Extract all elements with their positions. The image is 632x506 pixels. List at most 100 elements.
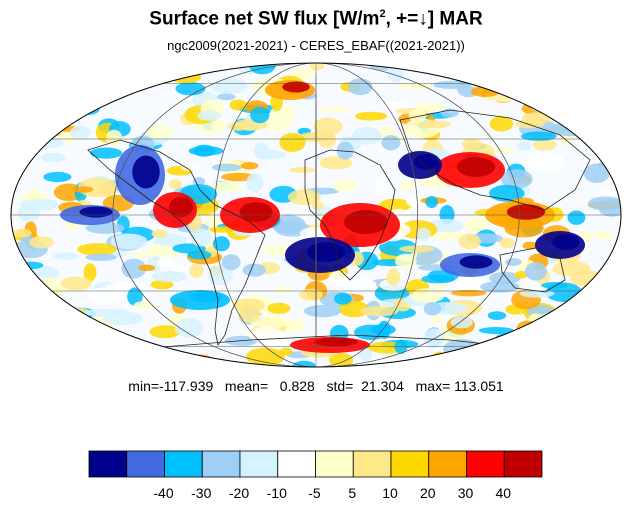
field-patch (85, 222, 125, 234)
coast-americas (87, 139, 266, 346)
field-patch (430, 315, 444, 324)
title-superscript: 2 (379, 8, 386, 20)
field-patch (480, 281, 520, 293)
mollweide-map (10, 62, 622, 368)
colorbar-swatch (164, 450, 203, 478)
field-patch (240, 162, 259, 170)
field-patch (386, 268, 401, 286)
field-patch (425, 196, 439, 209)
field-patch (121, 258, 147, 279)
map-subtitle: ngc2009(2021-2021) - CERES_EBAF((2021-20… (167, 38, 465, 53)
field-patch (209, 226, 234, 233)
field-patch (212, 236, 230, 252)
field-patch (146, 125, 174, 140)
field-patch (90, 147, 123, 159)
field-patch (332, 178, 357, 193)
field-patch (188, 146, 224, 156)
colorbar-tick-label: -20 (229, 485, 249, 501)
field-patch (174, 318, 203, 338)
field-patch (400, 180, 414, 191)
field-patch (168, 179, 182, 190)
field-patch (242, 263, 266, 277)
field-patch (450, 289, 487, 297)
field-patch (421, 274, 456, 284)
field-patch (314, 337, 358, 347)
colorbar-swatch (390, 450, 430, 478)
field-patch (168, 197, 194, 217)
field-patch (489, 116, 514, 132)
field-patch (19, 198, 59, 211)
field-patch (458, 233, 481, 250)
longitude-line (214, 63, 418, 367)
field-patch (505, 258, 522, 266)
field-patch (415, 103, 446, 112)
field-patch (12, 228, 32, 238)
map-title: Surface net SW flux [W/m2, +=↓] MAR (0, 8, 632, 30)
field-patch (189, 291, 223, 303)
coast-asia (399, 109, 591, 211)
field-patch (459, 255, 493, 269)
field-patch (413, 154, 439, 170)
field-patch (328, 352, 354, 367)
colorbar-swatch (503, 450, 543, 478)
field-patch (83, 263, 97, 282)
field-patch (360, 305, 399, 317)
field-patch (250, 314, 289, 329)
colorbar-swatch (315, 450, 354, 478)
field-patch (520, 131, 557, 141)
field-patch (172, 264, 185, 273)
field-patch (291, 66, 316, 80)
field-patch (133, 301, 156, 310)
field-patch (279, 132, 306, 153)
field-patch (151, 229, 168, 238)
field-patch (311, 201, 324, 210)
colorbar-swatch (466, 450, 505, 478)
field-patch (375, 176, 388, 196)
field-patch (317, 131, 337, 148)
field-patch (472, 276, 487, 286)
field-patch (138, 264, 156, 272)
field-patch (423, 302, 442, 316)
colorbar-swatch (201, 450, 241, 478)
field-patch (40, 152, 66, 163)
colorbar-tick-label: -30 (191, 485, 211, 501)
colorbar-tick-label: -10 (267, 485, 287, 501)
field-patch (189, 263, 204, 278)
field-patch (197, 110, 221, 121)
field-patch (192, 176, 205, 186)
field-patch (43, 171, 72, 183)
colorbar-tick-label: -40 (153, 485, 173, 501)
field-patch (239, 202, 273, 222)
field-patch (344, 209, 388, 235)
coast-australia (499, 247, 566, 293)
field-patch (245, 347, 285, 366)
field-patch (499, 237, 515, 249)
statistics-line: min=-117.939 mean= 0.828 std= 21.304 max… (128, 378, 504, 394)
field-patch (282, 81, 310, 93)
field-patch (587, 196, 621, 211)
field-patch (157, 258, 176, 268)
field-patch (273, 286, 294, 294)
field-patch (334, 292, 352, 305)
field-patch (583, 163, 610, 183)
title-main: Surface net SW flux [W/m (149, 8, 380, 30)
field-patch (382, 102, 412, 111)
colorbar-tick-label: 10 (382, 485, 398, 501)
field-patch (60, 276, 92, 291)
longitude-line (112, 63, 520, 367)
field-patch (29, 236, 54, 249)
field-patch (106, 129, 123, 147)
field-patch (532, 139, 557, 151)
field-patch (69, 125, 91, 140)
field-patch (525, 152, 565, 171)
field-patch (399, 245, 434, 253)
field-patch (263, 114, 292, 132)
field-patch (127, 287, 143, 306)
field-patch (132, 155, 160, 189)
field-patch (278, 347, 293, 356)
field-patch (395, 253, 417, 269)
field-patch (131, 251, 156, 258)
field-patch (289, 166, 315, 174)
field-patch (84, 308, 121, 317)
field-patch (377, 320, 391, 339)
